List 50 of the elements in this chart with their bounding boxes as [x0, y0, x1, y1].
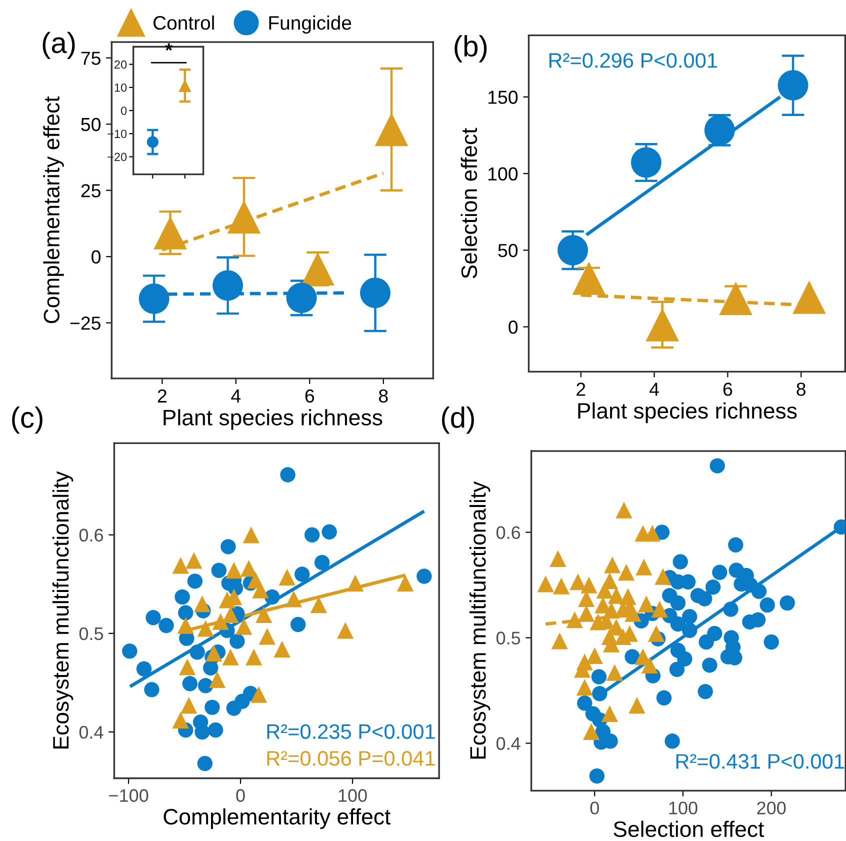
x-axis-title: Complementarity effect [164, 808, 391, 829]
y-tick-label: 0.5 [496, 632, 520, 644]
y-tick-label: 0.5 [79, 627, 104, 640]
annotation: R²=0.056 P=0.041 [267, 751, 435, 766]
x-tick-label: 6 [305, 389, 314, 403]
x-tick-label: 4 [650, 382, 659, 396]
annotation: R²=0.431 P<0.001 [676, 754, 844, 769]
y-tick-label: 0 [92, 250, 101, 264]
x-tick-label: 6 [723, 382, 732, 396]
chart-title: (c) [12, 406, 42, 434]
y-tick-label: 10 [114, 83, 127, 92]
x-tick-label: 8 [796, 382, 806, 396]
x-tick-label: 2 [576, 382, 586, 396]
chart-title: (a) [42, 32, 75, 59]
y-axis-title: Selection effect [460, 128, 478, 278]
y-axis-title: Complementarity effect [43, 96, 64, 324]
chart-title: (d) [442, 406, 474, 434]
x-axis-title: Plant species richness [578, 402, 797, 424]
x-tick-label: 0 [590, 802, 599, 814]
x-tick-label: 8 [378, 389, 388, 403]
x-tick-label: 2 [158, 389, 166, 402]
x-axis-title: Selection effect [614, 820, 764, 838]
y-tick-label: 50 [498, 244, 518, 258]
x-axis-title: Plant species richness [164, 409, 382, 430]
chart-title: (b) [454, 35, 487, 62]
y-tick-label: 0 [508, 320, 518, 334]
x-tick-label: 100 [669, 802, 698, 814]
legend-label: Fungicide [269, 16, 352, 34]
y-tick-label: 150 [488, 90, 518, 104]
y-tick-label: 0.6 [79, 528, 103, 542]
y-axis-title: Ecosystem multifunctionality [470, 481, 490, 759]
y-tick-label: 20 [114, 60, 127, 69]
legend-label: Control [153, 16, 214, 30]
y-tick-label: 0.4 [79, 726, 104, 739]
x-tick-label: −100 [109, 789, 148, 802]
y-tick-label: −25 [70, 316, 100, 330]
y-tick-label: 50 [81, 118, 101, 132]
y-tick-label: 25 [81, 184, 100, 198]
x-tick-label: 0 [236, 789, 245, 802]
x-tick-label: 200 [757, 802, 786, 814]
x-tick-label: 4 [231, 390, 241, 402]
y-tick-label: 0.4 [496, 737, 520, 750]
x-tick-label: 100 [338, 789, 367, 802]
y-tick-label: 75 [81, 52, 100, 65]
annotation: R²=0.296 P<0.001 [549, 53, 717, 68]
y-tick-label: 100 [488, 167, 518, 181]
y-axis-title: Ecosystem multifunctionality [52, 471, 74, 748]
y-tick-label: 0.6 [496, 526, 520, 539]
y-tick-label: 0 [120, 106, 127, 115]
annotation: R²=0.235 P<0.001 [267, 724, 435, 739]
